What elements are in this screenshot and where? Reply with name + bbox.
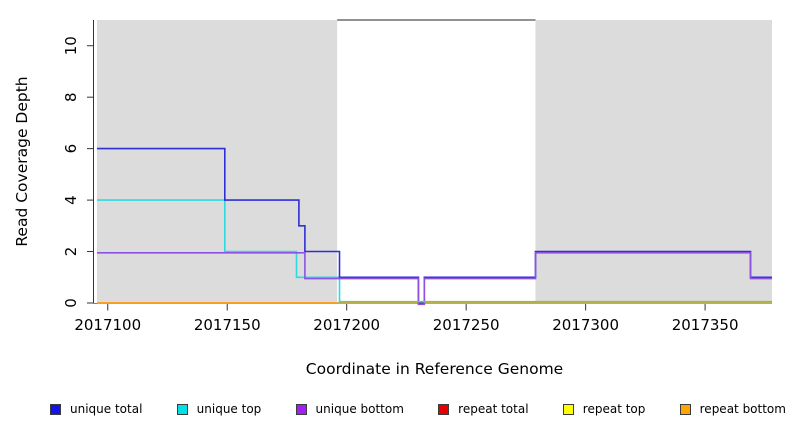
x-tick-label: 2017250 [433,316,500,334]
y-tick-label: 4 [62,195,80,205]
legend-item-repeat-total: repeat total [438,402,529,416]
x-tick-label: 2017300 [552,316,619,334]
series-unique-bottom [97,252,772,306]
legend-swatch-icon [562,403,574,415]
legend-item-unique-total: unique total [50,403,142,415]
y-axis-title: Read Coverage Depth [13,76,31,246]
legend-label: unique top [196,402,262,416]
y-tick-label: 0 [62,298,80,308]
x-tick-label: 2017200 [313,316,380,334]
x-tick-label: 2017100 [74,316,141,334]
legend-item-unique-top: unique top [176,402,262,416]
legend-label: unique total [70,402,143,416]
y-tick-label: 8 [62,92,80,102]
legend-swatch-icon [679,403,691,415]
shaded-region [97,20,338,303]
shaded-region [535,20,772,303]
legend-label: repeat top [582,402,646,416]
y-tick-label: 2 [62,247,80,257]
legend-swatch-icon [438,403,450,415]
series-unique-total [97,147,772,304]
legend-item-repeat-top: repeat top [562,402,646,416]
legend-swatch-icon [295,403,307,415]
x-axis-title: Coordinate in Reference Genome [306,360,563,378]
legend-item-unique-bottom: unique bottom [295,402,404,416]
legend-swatch-icon [176,403,188,415]
legend-label: unique bottom [315,402,404,416]
y-tick-label: 6 [62,144,80,154]
coverage-plot: 0 2 4 6 8 10 2017100 2017150 2017200 2017250 20173… [13,19,772,378]
x-tick-label: 2017350 [672,316,739,334]
legend-label: repeat total [458,402,529,416]
x-tick-label: 2017150 [194,316,261,334]
legend: unique total unique top unique bottom repea… [50,396,786,422]
y-tick-label: 10 [62,36,80,55]
legend-item-repeat-bottom: repeat bottom [679,402,786,416]
legend-label: repeat bottom [699,402,786,416]
legend-swatch-icon [50,403,61,415]
